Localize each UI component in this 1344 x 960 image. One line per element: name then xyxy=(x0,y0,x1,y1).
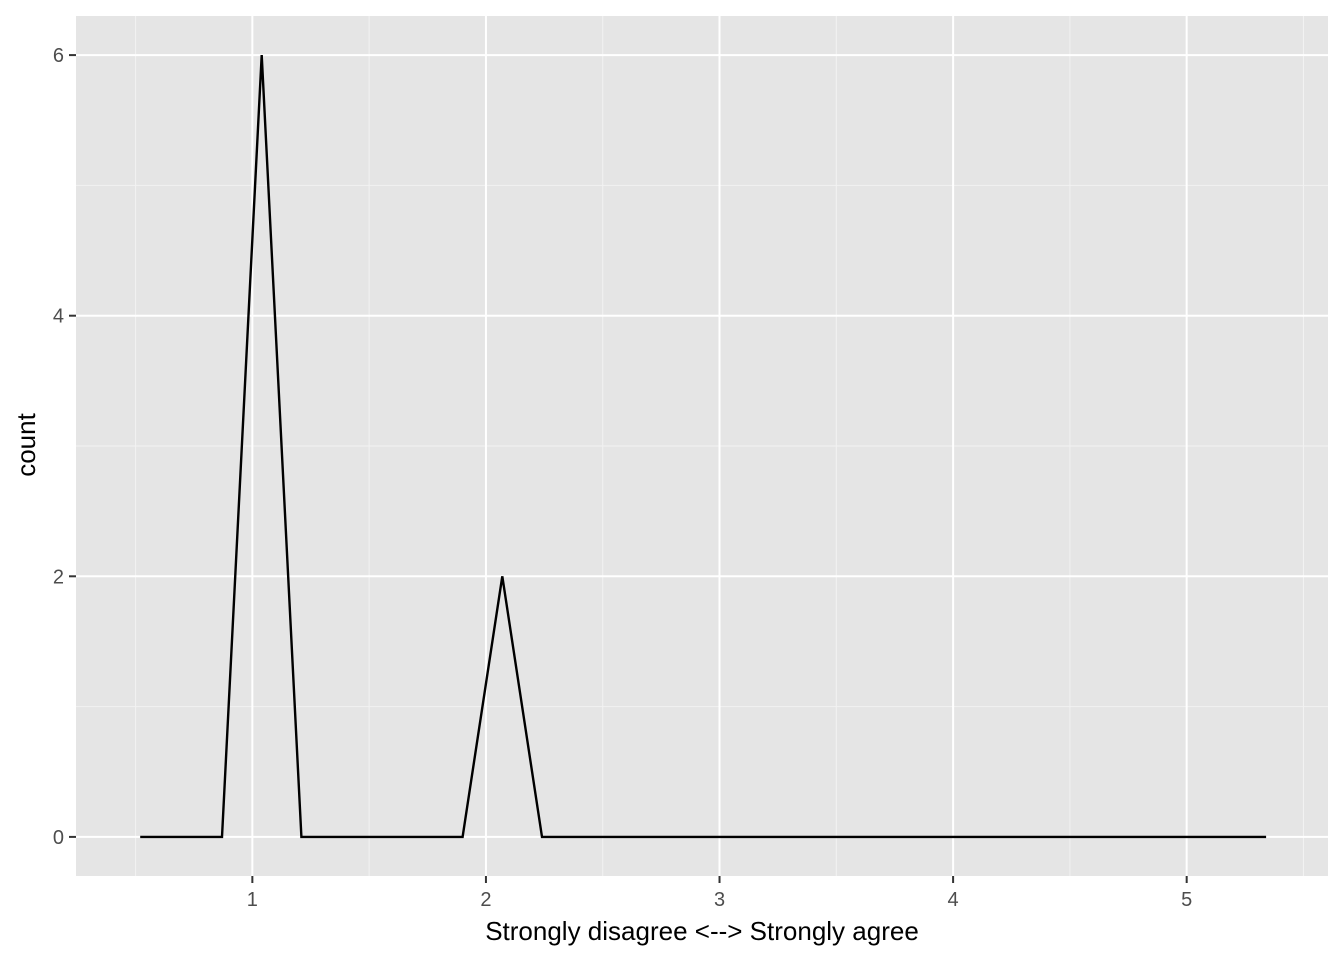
y-axis: 0 2 4 6 xyxy=(53,45,76,849)
y-tick-label: 4 xyxy=(53,306,64,328)
series-layer xyxy=(140,55,1267,839)
y-tick-label: 6 xyxy=(53,45,64,67)
x-axis: 1 2 3 4 5 xyxy=(247,876,1192,911)
x-tick-label: 1 xyxy=(247,889,258,911)
y-tick-label: 2 xyxy=(53,566,64,588)
x-tick-label: 4 xyxy=(948,889,959,911)
x-axis-title: Strongly disagree <--> Strongly agree xyxy=(485,916,919,946)
y-axis-title: count xyxy=(11,412,41,476)
series-line-0 xyxy=(140,55,1267,839)
minor-grid xyxy=(76,16,1328,876)
x-tick-label: 3 xyxy=(714,889,725,911)
x-tick-label: 5 xyxy=(1181,889,1192,911)
x-tick-label: 2 xyxy=(480,889,491,911)
y-tick-label: 0 xyxy=(53,827,64,849)
